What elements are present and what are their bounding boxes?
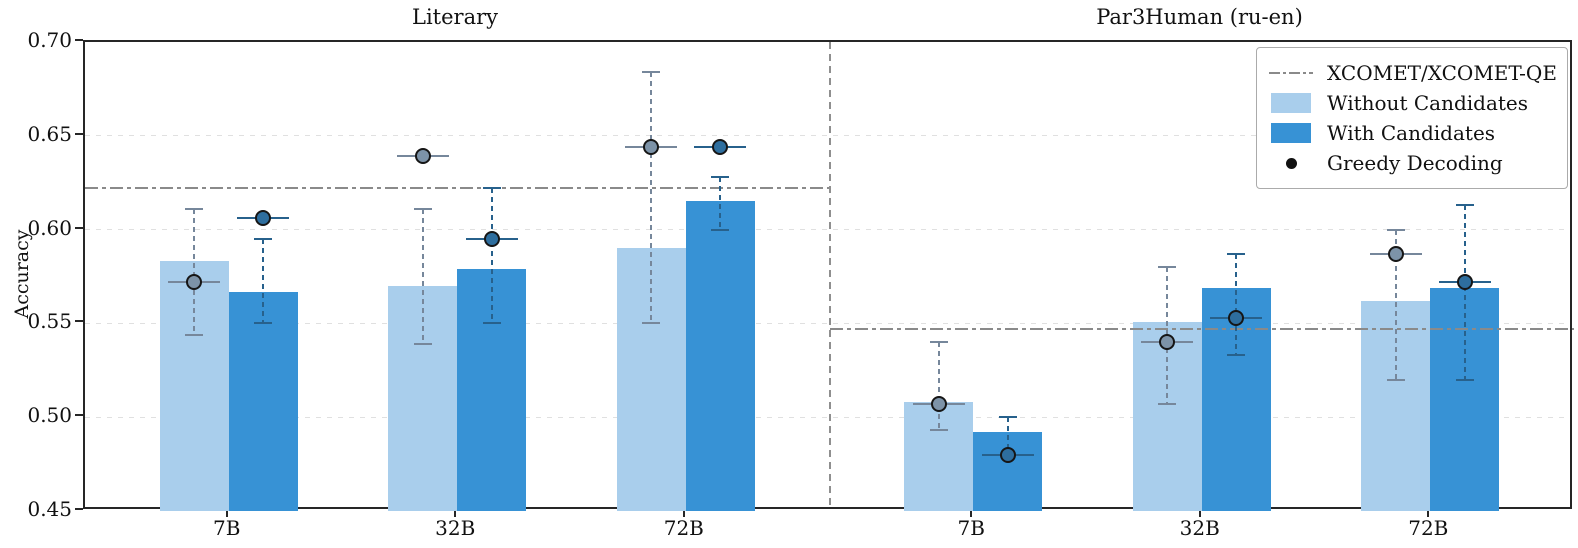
legend-label: With Candidates [1327,121,1496,145]
x-tick [225,509,228,517]
error-bar-cap [998,416,1017,419]
error-bar-cap [254,237,273,240]
error-bar [193,208,196,335]
error-bar-cap [1386,228,1405,231]
error-bar [1235,253,1238,356]
bar-with-candidates [228,291,298,511]
y-tick [75,508,83,510]
error-bar-cap [413,207,432,210]
error-bar-cap [929,429,948,432]
x-tick [454,509,457,517]
greedy-dot [1456,274,1473,291]
y-tick-label: 0.70 [27,28,72,52]
gridline [85,322,1570,324]
error-bar-cap [711,176,730,179]
greedy-dot [414,148,431,165]
gridline [85,229,1570,231]
error-bar-cap [1227,252,1246,255]
error-bar [1394,229,1397,380]
y-tick-label: 0.55 [27,309,72,334]
panel-title-literary: Literary [412,5,498,29]
error-bar [1006,417,1009,455]
greedy-dot [643,139,660,156]
legend-item-xcomet: XCOMET/XCOMET-QE [1267,59,1557,87]
y-tick [75,320,83,323]
x-tick-label: 72B [1408,516,1449,540]
x-tick [1198,509,1201,517]
error-bar-cap [711,228,730,231]
x-tick-label: 32B [435,516,476,540]
legend-item-with-candidates: With Candidates [1267,119,1555,147]
error-bar [262,238,265,324]
error-bar [937,342,940,431]
xcomet-reference-line [829,328,1574,331]
y-axis-label: Accuracy [11,229,33,319]
x-tick-label: 7B [957,516,985,540]
error-bar-cap [1455,204,1474,207]
xcomet-reference-line [85,187,830,190]
bar-with-candidates [685,201,755,511]
x-tick-label: 72B [663,516,704,540]
error-bar-cap [185,333,204,336]
x-tick-label: 7B [212,516,241,540]
error-bar-cap [1158,403,1177,406]
legend-item-greedy-decoding: Greedy Decoding [1267,149,1555,177]
x-tick [1427,509,1430,517]
y-tick-label: 0.45 [27,497,72,521]
y-tick [75,226,83,229]
greedy-dot [999,446,1016,463]
error-bar-cap [1386,378,1405,381]
panel-title-par3human: Par3Human (ru-en) [1096,5,1303,29]
legend-label: XCOMET/XCOMET-QE [1327,61,1557,85]
gridline [85,135,1570,137]
legend-label: Without Candidates [1327,91,1529,115]
greedy-dot [483,230,500,247]
x-tick-label: 32B [1179,516,1220,540]
dashdot-line-icon [1267,72,1315,74]
greedy-dot [930,396,947,413]
error-bar-cap [642,322,661,325]
error-bar-cap [413,343,432,346]
error-bar-cap [1455,378,1474,381]
y-tick [75,414,83,417]
greedy-dot [712,139,729,156]
greedy-dot [186,274,203,291]
error-bar [490,188,493,324]
error-bar [650,72,653,324]
error-bar [719,177,722,230]
error-bar-cap [642,71,661,74]
error-bar-cap [1158,266,1177,269]
error-bar-cap [929,341,948,344]
error-bar-cap [482,187,501,190]
legend-label: Greedy Decoding [1327,151,1503,175]
greedy-dot [255,210,272,227]
y-tick-label: 0.50 [27,403,72,428]
greedy-dot [1387,245,1404,262]
with-candidates-swatch-icon [1267,123,1315,143]
without-candidates-swatch-icon [1267,93,1315,113]
error-bar [421,208,424,345]
greedy-dot [1159,334,1176,351]
error-bar [1463,205,1466,380]
legend: XCOMET/XCOMET-QE Without Candidates With… [1256,47,1568,189]
greedy-dot [1228,309,1245,326]
y-tick [75,39,83,41]
error-bar-cap [482,322,501,325]
greedy-dot-icon [1267,157,1315,169]
error-bar-cap [254,322,273,325]
x-tick [970,509,973,517]
y-tick [75,132,83,135]
y-tick-label: 0.60 [27,215,72,240]
y-tick-label: 0.65 [27,121,72,146]
gridline [85,416,1570,418]
panel-separator [828,42,831,507]
error-bar-cap [1227,354,1246,357]
error-bar-cap [185,207,204,210]
legend-item-without-candidates: Without Candidates [1267,89,1555,117]
x-tick [682,509,685,517]
